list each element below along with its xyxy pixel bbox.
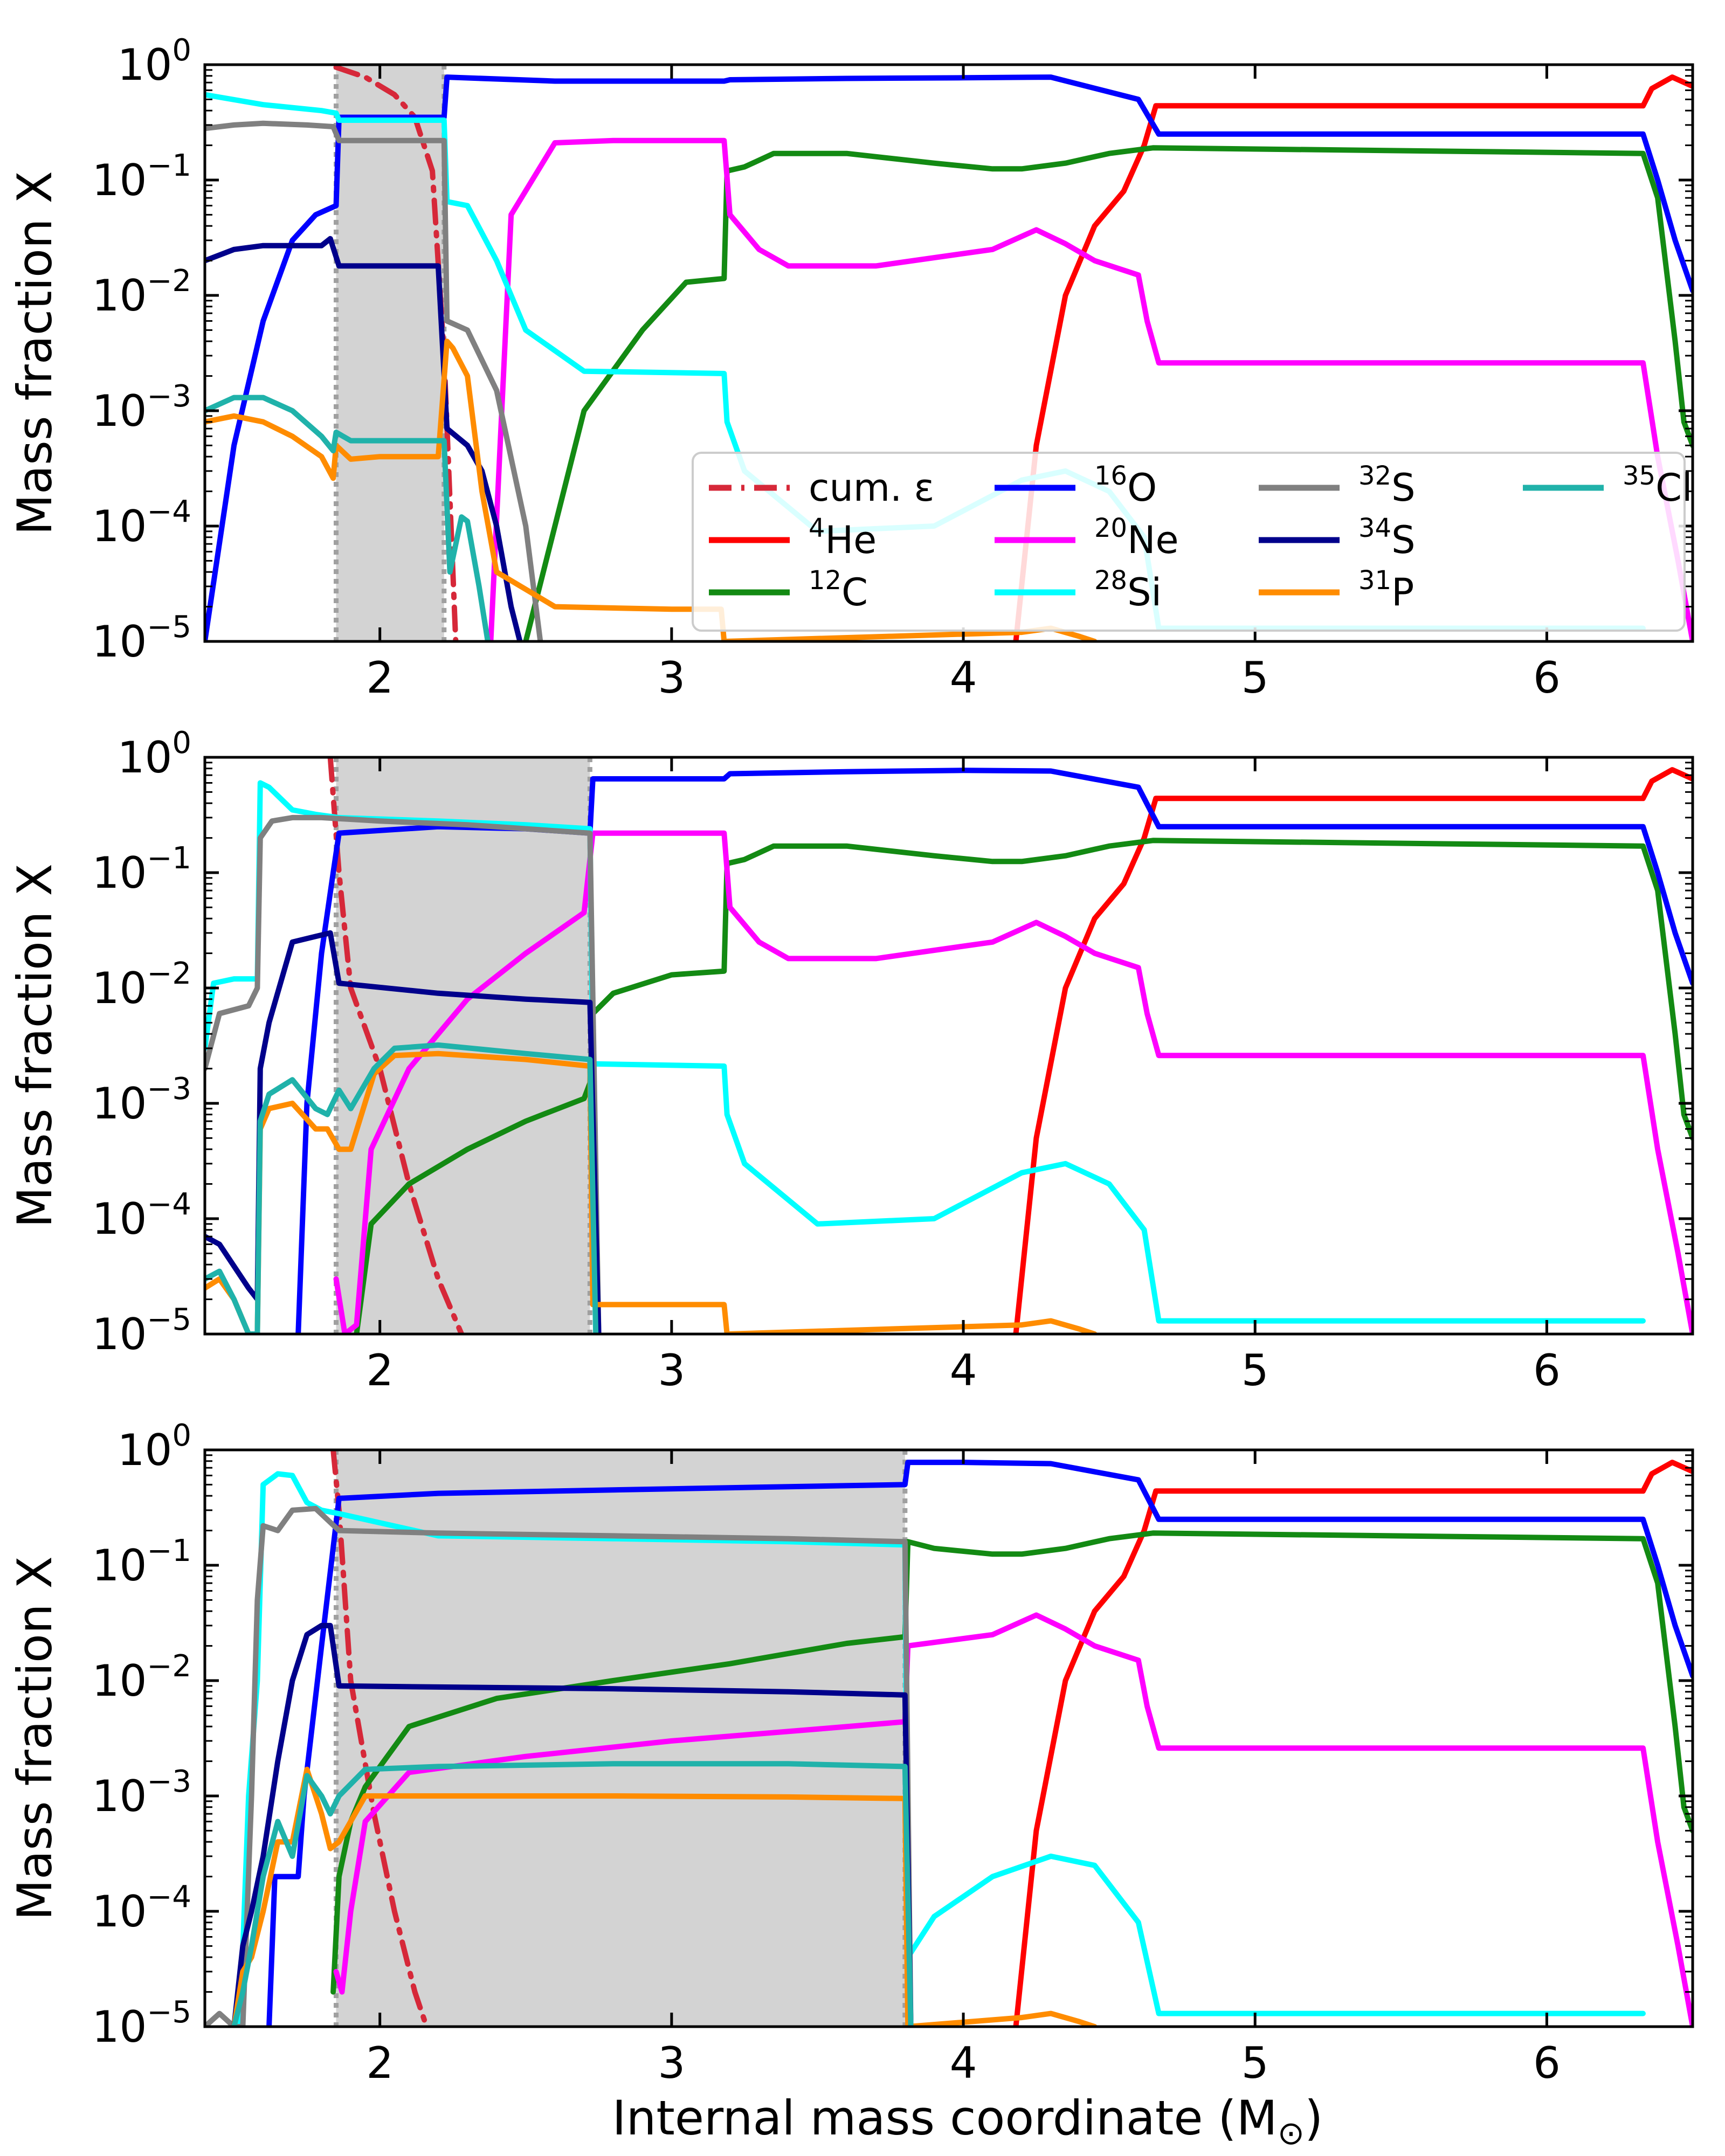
x-tick-label: 3 [658,2038,685,2088]
x-axis-label-main: Internal mass coordinate (M [612,2090,1278,2146]
y-tick-label: 10−5 [92,1995,191,2052]
panel-middle: 2 3 4 5 6 100 10−1 10−2 10−3 10−4 10−5 Mass fractio… [7,725,1694,1395]
legend-label-Ne20: 20Ne [1094,513,1179,562]
x-tick-label: 5 [1241,1345,1269,1395]
series-line-Si28 [237,1471,1646,2027]
y-tick-label: 100 [118,1418,191,1475]
panel-top: 2 3 4 5 6 100 10−1 10−2 10−3 10−4 10−5 Mass fractio… [7,33,1694,703]
series-line-Ne20 [488,137,1693,641]
x-tick-label: 3 [658,1345,685,1395]
legend-label-cum_eps: cum. ε [809,466,934,510]
x-axis-label-close: ) [1305,2090,1323,2146]
y-tick-label: 100 [118,725,191,783]
series-line-S32 [205,120,543,641]
legend-label-S34: 34S [1358,513,1416,562]
legend-label-C12: 12C [809,565,868,614]
y-axis-label: Mass fraction X [7,863,63,1228]
panel-bottom: 2 3 4 5 6 100 10−1 10−2 10−3 10−4 10−5 Mass fractio… [7,1418,1694,2088]
series-line-Cl35 [205,395,491,641]
series-line-Cl35 [231,1761,914,2027]
x-tick-label: 2 [366,1345,394,1395]
shaded-region [336,1450,905,2027]
legend-label-P31: 31P [1358,565,1414,614]
series-line-S34 [205,930,602,1334]
series-line-C12 [354,838,1693,1334]
series-line-P31 [205,1051,1098,1334]
x-tick-label: 3 [658,653,685,703]
y-tick-label: 10−4 [92,1879,191,1937]
legend-box [692,452,1686,632]
series-line-He4 [1013,767,1693,1334]
y-tick-label: 10−4 [92,1187,191,1244]
y-tick-label: 10−2 [92,264,191,321]
x-tick-label: 4 [950,2038,977,2088]
y-tick-label: 10−1 [92,1533,191,1591]
shaded-region [336,65,444,641]
series-line-C12 [330,1530,1693,1995]
y-tick-label: 10−4 [92,494,191,551]
x-tick-label: 4 [950,1345,977,1395]
series-line-Ne20 [333,1612,1693,2027]
series-line-S34 [231,1622,914,2027]
y-tick-label: 100 [118,33,191,90]
legend-label-S32: 32S [1358,461,1416,510]
y-tick-label: 10−3 [92,1764,191,1821]
series-line-O16 [295,768,1693,1334]
x-tick-label: 6 [1533,2038,1561,2088]
x-tick-label: 6 [1533,653,1561,703]
series-line-O16 [205,74,1693,641]
series-line-He4 [1013,74,1693,641]
y-tick-label: 10−5 [92,1302,191,1359]
legend-label-He4: 4He [809,513,877,562]
series-line-P31 [205,338,1098,641]
y-tick-label: 10−1 [92,841,191,898]
series-line-C12 [523,145,1693,641]
y-tick-label: 10−3 [92,379,191,436]
x-axis-label-subscript: ⊙ [1278,2114,1305,2152]
series-line-S34 [205,236,523,641]
y-axis-label: Mass fraction X [7,1556,63,1920]
x-tick-label: 5 [1241,653,1269,703]
y-axis-label: Mass fraction X [7,171,63,535]
series-line-S32 [205,814,602,1334]
y-tick-label: 10−3 [92,1072,191,1129]
x-tick-label: 2 [366,2038,394,2088]
y-tick-label: 10−5 [92,610,191,667]
legend-label-Cl35: 35Cl [1623,461,1692,510]
series-line-Ne20 [333,830,1693,1334]
series-line-He4 [1013,1460,1693,2027]
x-tick-label: 6 [1533,1345,1561,1395]
y-tick-label: 10−1 [92,148,191,205]
legend-label-O16: 16O [1094,461,1157,510]
x-tick-label: 2 [366,653,394,703]
series-line-S32 [205,1505,914,2027]
y-tick-label: 10−2 [92,1649,191,1706]
x-axis-label: Internal mass coordinate (M⊙) [612,2090,1323,2152]
y-tick-label: 10−2 [92,956,191,1013]
series-line-P31 [231,1766,1098,2027]
axes-frame [203,63,1694,643]
axes-frame [203,756,1694,1336]
series-line-Cl35 [205,1042,599,1334]
x-tick-label: 5 [1241,2038,1269,2088]
axes-frame [203,1448,1694,2028]
x-tick-label: 4 [950,653,977,703]
legend-label-Si28: 28Si [1094,565,1162,614]
